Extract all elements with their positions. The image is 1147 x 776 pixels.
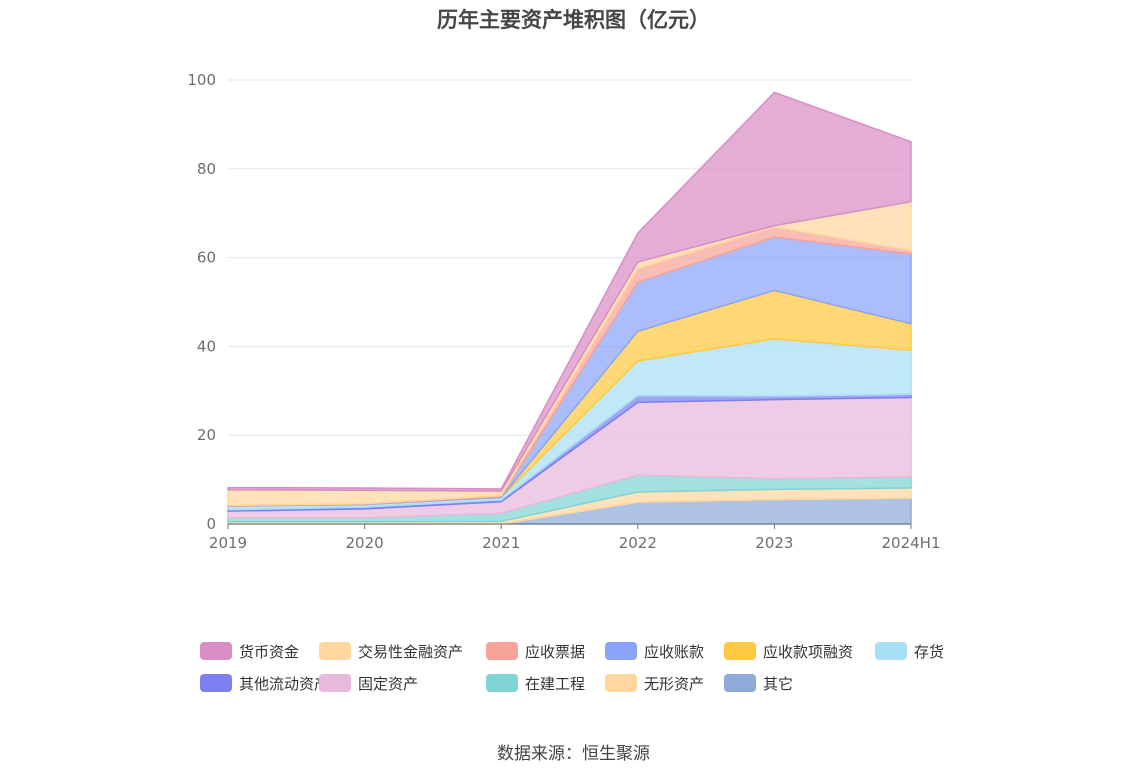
x-tick-label: 2024H1 — [882, 534, 941, 552]
stacked-area-chart: 0 20 40 60 80 100 2019 2020 2021 2022 2023 2024H1 — [187, 71, 940, 552]
legend-item[interactable]: 应收款项融资 — [724, 640, 853, 662]
legend-swatch — [200, 642, 232, 660]
legend-item[interactable]: 应收账款 — [605, 640, 704, 662]
x-tick-label: 2022 — [619, 534, 657, 552]
x-tick-label: 2020 — [346, 534, 384, 552]
legend-item[interactable]: 交易性金融资产 — [319, 640, 463, 662]
legend-label: 货币资金 — [239, 642, 300, 661]
y-tick-label: 80 — [197, 160, 216, 178]
y-tick-label: 20 — [197, 426, 216, 444]
area-series — [227, 91, 912, 525]
legend-swatch — [486, 642, 518, 660]
legend-item[interactable]: 在建工程 — [486, 672, 585, 694]
legend-label: 存货 — [914, 642, 945, 661]
legend-label: 应收票据 — [525, 642, 586, 661]
y-tick-label: 60 — [197, 249, 216, 267]
x-tick-label: 2021 — [482, 534, 520, 552]
y-tick-label: 100 — [187, 71, 216, 89]
legend-swatch — [200, 674, 232, 692]
legend-swatch — [724, 642, 756, 660]
legend-label: 其它 — [763, 674, 794, 693]
legend-label: 其他流动资产 — [239, 674, 330, 693]
chart-title: 历年主要资产堆积图（亿元） — [437, 8, 710, 32]
legend-item[interactable]: 货币资金 — [200, 640, 299, 662]
legend-label: 应收账款 — [644, 642, 705, 661]
legend-swatch — [319, 642, 351, 660]
legend-item[interactable]: 固定资产 — [319, 672, 418, 694]
legend-item[interactable]: 存货 — [875, 640, 944, 662]
legend-item[interactable]: 无形资产 — [605, 672, 704, 694]
axes: 0 20 40 60 80 100 2019 2020 2021 2022 2023 2024H1 — [187, 71, 940, 552]
x-tick-label: 2023 — [755, 534, 793, 552]
legend-item[interactable]: 其它 — [724, 672, 793, 694]
legend-item[interactable]: 应收票据 — [486, 640, 585, 662]
x-tick-label: 2019 — [209, 534, 247, 552]
y-tick-label: 40 — [197, 337, 216, 355]
area-series-10 — [227, 91, 912, 492]
legend-label: 无形资产 — [644, 674, 705, 693]
legend-label: 在建工程 — [525, 674, 586, 693]
y-tick-label: 0 — [206, 515, 216, 533]
legend-swatch — [875, 642, 907, 660]
legend-item[interactable]: 其他流动资产 — [200, 672, 329, 694]
legend-label: 应收款项融资 — [763, 642, 854, 661]
legend-swatch — [605, 642, 637, 660]
legend-swatch — [486, 674, 518, 692]
data-source-note: 数据来源：恒生聚源 — [497, 744, 650, 764]
legend-swatch — [605, 674, 637, 692]
legend-label: 交易性金融资产 — [358, 642, 464, 661]
legend-label: 固定资产 — [358, 674, 419, 693]
legend-swatch — [319, 674, 351, 692]
legend-swatch — [724, 674, 756, 692]
